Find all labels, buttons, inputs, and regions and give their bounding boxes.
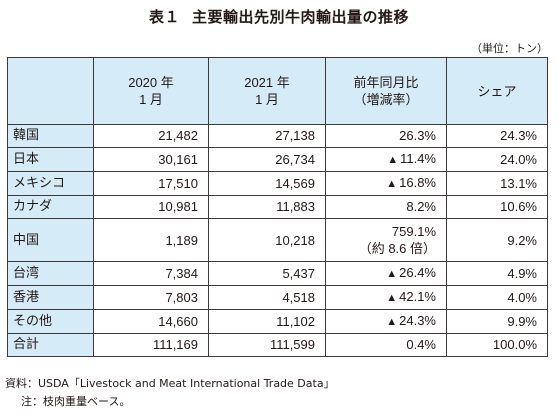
table-row: 中国 1,189 10,218 759.1% （約 8.6 倍） 9.2% bbox=[7, 218, 548, 262]
yoy-value: 24.3% bbox=[399, 313, 436, 328]
value-2021: 4,518 bbox=[208, 285, 326, 310]
row-label: 香港 bbox=[7, 285, 94, 310]
row-label: 中国 bbox=[7, 218, 94, 262]
yoy-value: 42.1% bbox=[399, 289, 436, 304]
yoy-value: 759.1% bbox=[391, 224, 436, 239]
table-title: 表１ 主要輸出先別牛肉輸出量の推移 bbox=[0, 6, 558, 27]
source-note: 資料：USDA「Livestock and Meat International… bbox=[5, 377, 335, 390]
total-2020: 111,169 bbox=[93, 333, 209, 357]
value-2021: 10,218 bbox=[208, 218, 326, 262]
row-label: カナダ bbox=[7, 195, 94, 219]
share-value: 4.9% bbox=[446, 261, 548, 286]
decrease-triangle-icon: ▲ bbox=[386, 268, 398, 280]
value-2020: 14,660 bbox=[93, 309, 209, 334]
decrease-triangle-icon: ▲ bbox=[386, 292, 398, 304]
row-label: 韓国 bbox=[7, 124, 94, 148]
header-yoy-label: 前年同月比 bbox=[353, 75, 419, 90]
yoy-value: 26.3% bbox=[399, 128, 436, 143]
table-row: メキシコ 17,510 14,569 ▲ 16.8% 13.1% bbox=[7, 171, 548, 196]
yoy-cell: ▲ 24.3% bbox=[325, 309, 447, 334]
yoy-cell: ▲ 42.1% bbox=[325, 285, 447, 310]
row-label: 台湾 bbox=[7, 261, 94, 286]
footnote: 注：枝肉重量ベース。 bbox=[21, 395, 131, 408]
share-value: 10.6% bbox=[446, 195, 548, 219]
yoy-cell: ▲ 16.8% bbox=[325, 171, 447, 196]
decrease-triangle-icon: ▲ bbox=[386, 316, 398, 328]
total-2021: 111,599 bbox=[208, 333, 326, 357]
value-2021: 14,569 bbox=[208, 171, 326, 196]
header-2020-year: 2020 年 bbox=[128, 75, 174, 90]
header-yoy: 前年同月比 （増減率） bbox=[325, 57, 447, 125]
yoy-cell: 759.1% （約 8.6 倍） bbox=[325, 218, 447, 262]
table-row: カナダ 10,981 11,883 8.2% 10.6% bbox=[7, 195, 548, 219]
export-volume-table: 2020 年 1 月 2021 年 1 月 前年同月比 （増減率） シェア 韓国… bbox=[7, 57, 548, 357]
header-blank bbox=[7, 57, 94, 125]
header-2021-jan: 2021 年 1 月 bbox=[208, 57, 326, 125]
table-row: その他 14,660 11,102 ▲ 24.3% 9.9% bbox=[7, 309, 548, 334]
yoy-value: 26.4% bbox=[399, 265, 436, 280]
value-2020: 7,803 bbox=[93, 285, 209, 310]
table-row: 韓国 21,482 27,138 26.3% 24.3% bbox=[7, 124, 548, 148]
total-share: 100.0% bbox=[446, 333, 548, 357]
yoy-cell: ▲ 11.4% bbox=[325, 147, 447, 172]
yoy-sub-value: （約 8.6 倍） bbox=[358, 241, 436, 256]
decrease-triangle-icon: ▲ bbox=[386, 178, 398, 190]
yoy-value: 11.4% bbox=[400, 151, 436, 166]
header-yoy-sub: （増減率） bbox=[353, 92, 419, 107]
value-2020: 21,482 bbox=[93, 124, 209, 148]
share-value: 9.2% bbox=[446, 218, 548, 262]
total-row: 合計 111,169 111,599 0.4% 100.0% bbox=[7, 333, 548, 357]
yoy-value: 8.2% bbox=[406, 199, 436, 214]
decrease-triangle-icon: ▲ bbox=[387, 154, 399, 166]
unit-label: （単位：トン） bbox=[471, 42, 548, 55]
total-yoy: 0.4% bbox=[325, 333, 447, 357]
table-number: 表１ bbox=[148, 8, 180, 26]
value-2020: 30,161 bbox=[93, 147, 209, 172]
value-2020: 7,384 bbox=[93, 261, 209, 286]
table-body: 韓国 21,482 27,138 26.3% 24.3% 日本 30,161 26,734 ▲ 1… bbox=[7, 124, 548, 357]
row-label: メキシコ bbox=[7, 171, 94, 196]
value-2020: 10,981 bbox=[93, 195, 209, 219]
header-share: シェア bbox=[446, 57, 548, 125]
header-2021-month: 1 月 bbox=[255, 92, 279, 107]
yoy-cell: 26.3% bbox=[325, 124, 447, 148]
header-2021-year: 2021 年 bbox=[244, 75, 290, 90]
table-title-text: 主要輸出先別牛肉輸出量の推移 bbox=[192, 8, 410, 26]
table-row: 日本 30,161 26,734 ▲ 11.4% 24.0% bbox=[7, 147, 548, 172]
share-value: 4.0% bbox=[446, 285, 548, 310]
value-2021: 11,883 bbox=[208, 195, 326, 219]
header-2020-jan: 2020 年 1 月 bbox=[93, 57, 209, 125]
value-2021: 27,138 bbox=[208, 124, 326, 148]
value-2021: 5,437 bbox=[208, 261, 326, 286]
table-row: 台湾 7,384 5,437 ▲ 26.4% 4.9% bbox=[7, 261, 548, 286]
share-value: 24.0% bbox=[446, 147, 548, 172]
value-2021: 11,102 bbox=[208, 309, 326, 334]
yoy-cell: 8.2% bbox=[325, 195, 447, 219]
table-row: 香港 7,803 4,518 ▲ 42.1% 4.0% bbox=[7, 285, 548, 310]
yoy-cell: ▲ 26.4% bbox=[325, 261, 447, 286]
header-2020-month: 1 月 bbox=[139, 92, 163, 107]
value-2020: 1,189 bbox=[93, 218, 209, 262]
value-2020: 17,510 bbox=[93, 171, 209, 196]
share-value: 9.9% bbox=[446, 309, 548, 334]
yoy-value: 16.8% bbox=[399, 175, 436, 190]
value-2021: 26,734 bbox=[208, 147, 326, 172]
header-row: 2020 年 1 月 2021 年 1 月 前年同月比 （増減率） シェア bbox=[7, 57, 548, 125]
share-value: 13.1% bbox=[446, 171, 548, 196]
row-label: その他 bbox=[7, 309, 94, 334]
row-label: 日本 bbox=[7, 147, 94, 172]
total-label: 合計 bbox=[7, 333, 94, 357]
share-value: 24.3% bbox=[446, 124, 548, 148]
